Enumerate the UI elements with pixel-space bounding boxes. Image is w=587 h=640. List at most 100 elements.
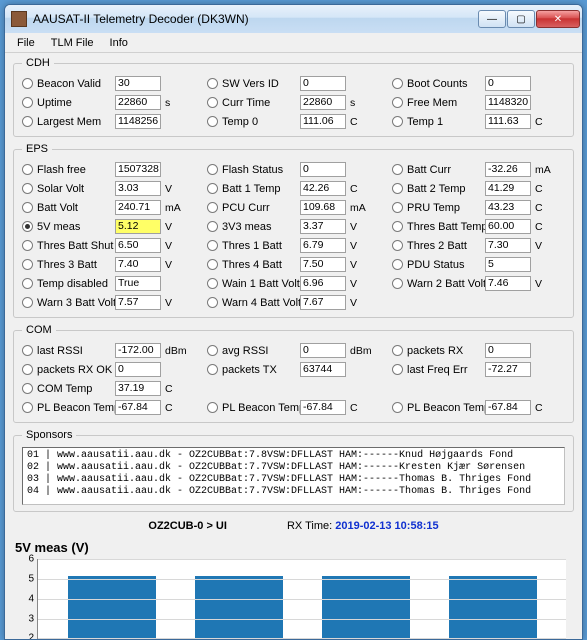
telemetry-label[interactable]: Temp 0 bbox=[222, 116, 300, 128]
telemetry-label[interactable]: Boot Counts bbox=[407, 78, 485, 90]
radio-icon[interactable] bbox=[392, 116, 403, 127]
telemetry-label[interactable]: Warn 3 Batt Volt bbox=[37, 297, 115, 309]
telemetry-label[interactable]: PL Beacon Temp 2 bbox=[222, 402, 300, 414]
radio-icon[interactable] bbox=[22, 278, 33, 289]
telemetry-label[interactable]: packets RX OK bbox=[37, 364, 115, 376]
telemetry-value: 6.96 bbox=[300, 276, 346, 291]
radio-icon[interactable] bbox=[207, 183, 218, 194]
telemetry-label[interactable]: PDU Status bbox=[407, 259, 485, 271]
radio-icon[interactable] bbox=[392, 364, 403, 375]
telemetry-label[interactable]: packets RX bbox=[407, 345, 485, 357]
telemetry-label[interactable]: COM Temp bbox=[37, 383, 115, 395]
radio-icon[interactable] bbox=[392, 278, 403, 289]
telemetry-label[interactable]: Flash free bbox=[37, 164, 115, 176]
telemetry-unit: V bbox=[531, 278, 549, 290]
telemetry-label[interactable]: Thres 4 Batt bbox=[222, 259, 300, 271]
radio-icon[interactable] bbox=[207, 278, 218, 289]
radio-icon[interactable] bbox=[207, 364, 218, 375]
radio-icon[interactable] bbox=[392, 402, 403, 413]
telemetry-label[interactable]: Wain 1 Batt Volt bbox=[222, 278, 300, 290]
telemetry-label[interactable]: Batt 2 Temp bbox=[407, 183, 485, 195]
radio-icon[interactable] bbox=[207, 202, 218, 213]
radio-icon[interactable] bbox=[22, 202, 33, 213]
radio-icon[interactable] bbox=[392, 78, 403, 89]
radio-icon[interactable] bbox=[22, 259, 33, 270]
telemetry-label[interactable]: Temp disabled bbox=[37, 278, 115, 290]
radio-icon[interactable] bbox=[392, 221, 403, 232]
telemetry-label[interactable]: Thres 3 Batt bbox=[37, 259, 115, 271]
telemetry-value: 7.40 bbox=[115, 257, 161, 272]
radio-icon[interactable] bbox=[392, 97, 403, 108]
radio-icon[interactable] bbox=[22, 383, 33, 394]
radio-icon[interactable] bbox=[22, 345, 33, 356]
radio-icon[interactable] bbox=[392, 259, 403, 270]
radio-icon[interactable] bbox=[392, 164, 403, 175]
radio-icon[interactable] bbox=[22, 116, 33, 127]
telemetry-row: Flash Status0 bbox=[207, 161, 380, 178]
minimize-button[interactable]: — bbox=[478, 10, 506, 28]
radio-icon[interactable] bbox=[207, 297, 218, 308]
radio-icon[interactable] bbox=[22, 297, 33, 308]
telemetry-label[interactable]: SW Vers ID bbox=[222, 78, 300, 90]
telemetry-label[interactable]: Warn 4 Batt Volt bbox=[222, 297, 300, 309]
telemetry-label[interactable]: PL Beacon Temp 1 bbox=[37, 402, 115, 414]
radio-icon[interactable] bbox=[392, 345, 403, 356]
radio-icon[interactable] bbox=[207, 97, 218, 108]
telemetry-label[interactable]: Thres 1 Batt bbox=[222, 240, 300, 252]
group-sponsors: Sponsors 01 | www.aausatii.aau.dk - OZ2C… bbox=[13, 429, 574, 512]
telemetry-label[interactable]: last Freq Err bbox=[407, 364, 485, 376]
radio-icon[interactable] bbox=[22, 78, 33, 89]
titlebar[interactable]: AAUSAT-II Telemetry Decoder (DK3WN) — ▢ … bbox=[5, 5, 582, 33]
telemetry-label[interactable]: avg RSSI bbox=[222, 345, 300, 357]
radio-icon[interactable] bbox=[392, 183, 403, 194]
radio-icon[interactable] bbox=[207, 259, 218, 270]
radio-icon[interactable] bbox=[22, 221, 33, 232]
menu-file[interactable]: File bbox=[9, 35, 43, 51]
radio-icon[interactable] bbox=[207, 116, 218, 127]
telemetry-label[interactable]: 3V3 meas bbox=[222, 221, 300, 233]
radio-icon[interactable] bbox=[392, 240, 403, 251]
status-route: OZ2CUB-0 > UI bbox=[148, 520, 227, 532]
telemetry-label[interactable]: last RSSI bbox=[37, 345, 115, 357]
telemetry-label[interactable]: Curr Time bbox=[222, 97, 300, 109]
menu-tlm-file[interactable]: TLM File bbox=[43, 35, 102, 51]
telemetry-value: 7.50 bbox=[300, 257, 346, 272]
telemetry-value: 22860 bbox=[115, 95, 161, 110]
radio-icon[interactable] bbox=[22, 364, 33, 375]
telemetry-label[interactable]: Solar Volt bbox=[37, 183, 115, 195]
telemetry-label[interactable]: Batt Volt bbox=[37, 202, 115, 214]
telemetry-label[interactable]: Thres Batt Temp bbox=[407, 221, 485, 233]
telemetry-label[interactable]: packets TX bbox=[222, 364, 300, 376]
telemetry-label[interactable]: Warn 2 Batt Volt bbox=[407, 278, 485, 290]
telemetry-label[interactable]: Flash Status bbox=[222, 164, 300, 176]
radio-icon[interactable] bbox=[207, 164, 218, 175]
telemetry-label[interactable]: PL Beacon Temp 3 bbox=[407, 402, 485, 414]
telemetry-label[interactable]: 5V meas bbox=[37, 221, 115, 233]
maximize-button[interactable]: ▢ bbox=[507, 10, 535, 28]
telemetry-label[interactable]: Temp 1 bbox=[407, 116, 485, 128]
radio-icon[interactable] bbox=[207, 345, 218, 356]
radio-icon[interactable] bbox=[22, 97, 33, 108]
radio-icon[interactable] bbox=[22, 183, 33, 194]
radio-icon[interactable] bbox=[207, 78, 218, 89]
telemetry-label[interactable]: PRU Temp bbox=[407, 202, 485, 214]
radio-icon[interactable] bbox=[207, 240, 218, 251]
radio-icon[interactable] bbox=[22, 164, 33, 175]
telemetry-label[interactable]: Thres Batt Shut bbox=[37, 240, 115, 252]
radio-icon[interactable] bbox=[22, 240, 33, 251]
telemetry-label[interactable]: Thres 2 Batt bbox=[407, 240, 485, 252]
telemetry-label[interactable]: PCU Curr bbox=[222, 202, 300, 214]
telemetry-label[interactable]: Batt 1 Temp bbox=[222, 183, 300, 195]
radio-icon[interactable] bbox=[392, 202, 403, 213]
menu-info[interactable]: Info bbox=[102, 35, 136, 51]
telemetry-label[interactable]: Batt Curr bbox=[407, 164, 485, 176]
telemetry-label[interactable]: Largest Mem bbox=[37, 116, 115, 128]
telemetry-unit: V bbox=[161, 240, 179, 252]
telemetry-label[interactable]: Free Mem bbox=[407, 97, 485, 109]
radio-icon[interactable] bbox=[207, 221, 218, 232]
telemetry-label[interactable]: Uptime bbox=[37, 97, 115, 109]
radio-icon[interactable] bbox=[207, 402, 218, 413]
radio-icon[interactable] bbox=[22, 402, 33, 413]
telemetry-label[interactable]: Beacon Valid bbox=[37, 78, 115, 90]
close-button[interactable]: ✕ bbox=[536, 10, 580, 28]
